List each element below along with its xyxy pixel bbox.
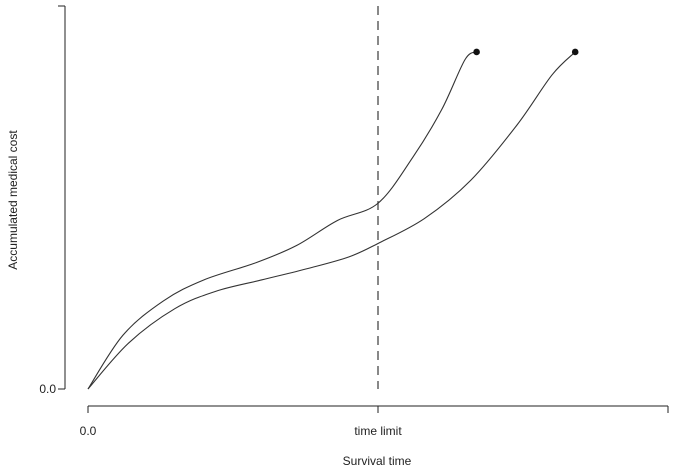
ticks: 0.0 time limit 0.0 bbox=[39, 382, 402, 438]
cost-curve-1 bbox=[87, 51, 477, 390]
series-group bbox=[87, 48, 579, 390]
cost-curve-2-endpoint bbox=[571, 48, 579, 56]
axes bbox=[58, 5, 669, 413]
y-axis-label: Accumulated medical cost bbox=[6, 130, 20, 270]
y-tick-label-0: 0.0 bbox=[39, 382, 56, 396]
x-tick-label-1: time limit bbox=[354, 424, 402, 438]
cost-curve-2 bbox=[87, 51, 576, 390]
cost-curve-1-endpoint bbox=[473, 48, 480, 56]
x-axis-label: Survival time bbox=[343, 454, 412, 468]
x-tick-label-0: 0.0 bbox=[80, 424, 97, 438]
